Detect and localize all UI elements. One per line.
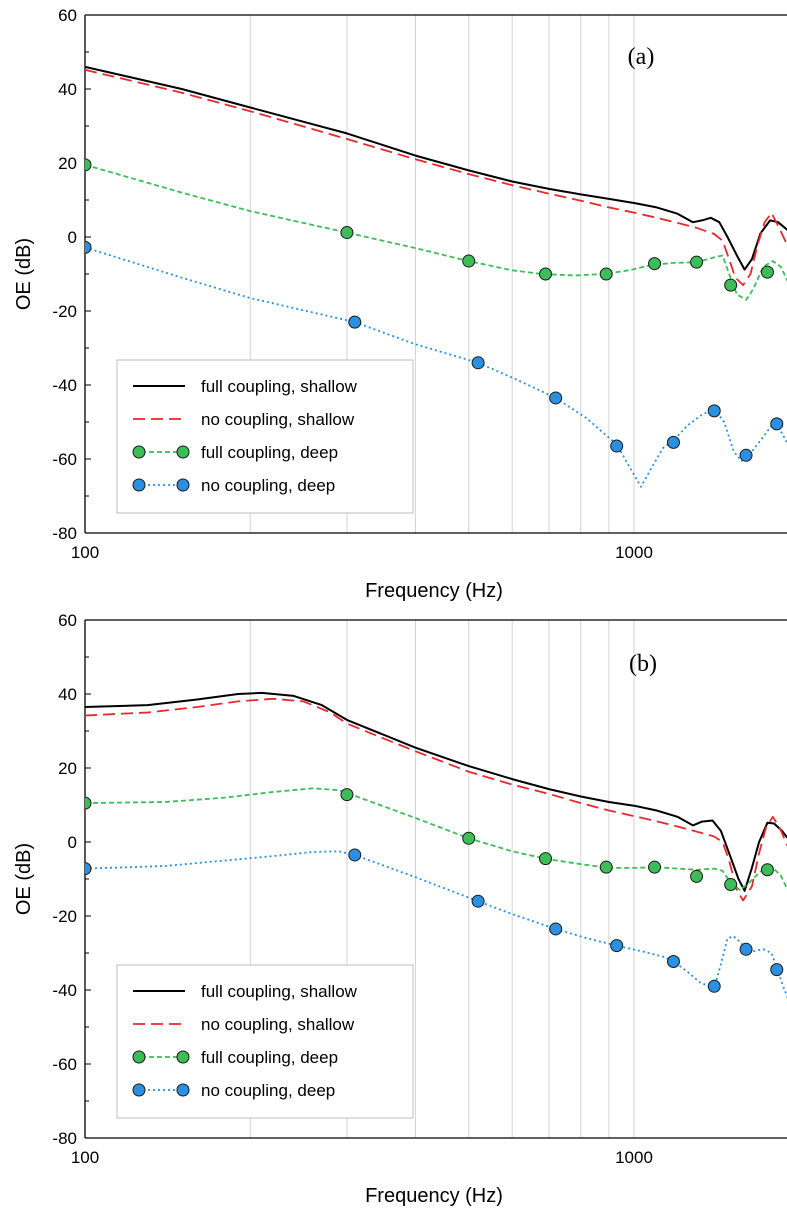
series-line-full-coupling-shallow xyxy=(85,691,787,892)
x-tick-label: 100 xyxy=(71,543,99,562)
legend-marker xyxy=(176,1050,190,1064)
data-point-marker xyxy=(610,439,624,453)
y-tick-label: -80 xyxy=(52,1129,77,1148)
data-point-marker xyxy=(471,356,485,370)
y-axis-label: OE (dB) xyxy=(13,238,35,310)
legend-marker xyxy=(176,1083,190,1097)
y-tick-label: -60 xyxy=(52,450,77,469)
data-point-marker xyxy=(724,278,738,292)
data-point-marker xyxy=(549,922,563,936)
legend-marker xyxy=(176,445,190,459)
legend-label: no coupling, deep xyxy=(201,1081,335,1100)
data-point-marker xyxy=(770,417,784,431)
data-point-marker xyxy=(539,267,553,281)
y-tick-label: -40 xyxy=(52,981,77,1000)
y-tick-label: 20 xyxy=(58,759,77,778)
chart-panel-b: -80 -60 -40 -20 0 20 40 60 100 1000 Frequency (Hz)… xyxy=(13,611,787,1207)
series-line-no-coupling-shallow xyxy=(85,697,787,902)
series-line-no-coupling-deep xyxy=(85,850,787,999)
y-axis-label: OE (dB) xyxy=(13,843,35,915)
data-point-marker xyxy=(348,848,362,862)
data-point-marker xyxy=(610,939,624,953)
x-tick-label: 1000 xyxy=(615,1148,653,1167)
legend-label: no coupling, shallow xyxy=(201,1015,355,1034)
data-point-marker xyxy=(348,315,362,329)
series-line-full-coupling-shallow xyxy=(85,65,787,271)
series-group xyxy=(85,65,787,488)
data-point-marker xyxy=(739,942,753,956)
data-point-marker xyxy=(340,788,354,802)
y-tick-label: 0 xyxy=(68,833,77,852)
y-tick-label: -60 xyxy=(52,1055,77,1074)
legend-label: no coupling, shallow xyxy=(201,410,355,429)
legend-label: no coupling, deep xyxy=(201,476,335,495)
data-point-marker xyxy=(666,955,680,969)
legend-marker xyxy=(132,1083,146,1097)
y-tick-label: -40 xyxy=(52,376,77,395)
data-point-marker xyxy=(340,226,354,240)
data-point-marker xyxy=(462,254,476,268)
y-tick-label: 40 xyxy=(58,80,77,99)
y-tick-label: 60 xyxy=(58,6,77,25)
series-line-no-coupling-deep xyxy=(85,246,787,488)
data-point-marker xyxy=(707,404,721,418)
x-tick-label: 1000 xyxy=(615,543,653,562)
y-tick-label: 60 xyxy=(58,611,77,630)
legend-label: full coupling, shallow xyxy=(201,982,358,1001)
x-axis-label: Frequency (Hz) xyxy=(365,1185,503,1207)
legend-marker xyxy=(132,445,146,459)
x-tick-label: 100 xyxy=(71,1148,99,1167)
legend-marker xyxy=(176,478,190,492)
data-point-marker xyxy=(85,158,92,172)
series-line-no-coupling-shallow xyxy=(85,68,787,286)
data-point-marker xyxy=(648,257,662,271)
legend-label: full coupling, deep xyxy=(201,1048,338,1067)
data-point-marker xyxy=(471,894,485,908)
data-point-marker xyxy=(599,860,613,874)
data-point-marker xyxy=(549,391,563,405)
data-point-marker xyxy=(739,448,753,462)
series-group xyxy=(85,691,787,999)
x-axis-label: Frequency (Hz) xyxy=(365,580,503,602)
data-point-marker xyxy=(666,435,680,449)
legend-marker xyxy=(132,1050,146,1064)
y-tick-label: 0 xyxy=(68,228,77,247)
data-point-marker xyxy=(85,240,92,254)
y-tick-label: 40 xyxy=(58,685,77,704)
legend: full coupling, shallow no coupling, shall… xyxy=(116,359,414,514)
data-point-marker xyxy=(760,863,774,877)
legend: full coupling, shallow no coupling, shall… xyxy=(116,964,414,1119)
data-point-marker xyxy=(690,869,704,883)
chart-panel-a: -80 -60 -40 -20 0 20 40 60 100 1000 Frequency (Hz)… xyxy=(13,6,787,602)
data-point-marker xyxy=(707,979,721,993)
data-point-marker xyxy=(599,267,613,281)
y-tick-label: 20 xyxy=(58,154,77,173)
data-point-marker xyxy=(770,963,784,977)
y-tick-label: -20 xyxy=(52,907,77,926)
data-point-marker xyxy=(760,265,774,279)
data-point-marker xyxy=(724,878,738,892)
panel-label: (b) xyxy=(629,651,657,677)
legend-label: full coupling, deep xyxy=(201,443,338,462)
legend-marker xyxy=(132,478,146,492)
data-point-marker xyxy=(648,860,662,874)
series-line-full-coupling-deep xyxy=(85,787,787,891)
y-tick-label: -80 xyxy=(52,524,77,543)
y-tick-label: -20 xyxy=(52,302,77,321)
data-point-marker xyxy=(462,831,476,845)
data-point-marker xyxy=(539,852,553,866)
data-point-marker xyxy=(690,255,704,269)
data-point-marker xyxy=(85,862,92,876)
data-point-marker xyxy=(85,796,92,810)
panel-label: (a) xyxy=(628,44,655,70)
legend-label: full coupling, shallow xyxy=(201,377,358,396)
